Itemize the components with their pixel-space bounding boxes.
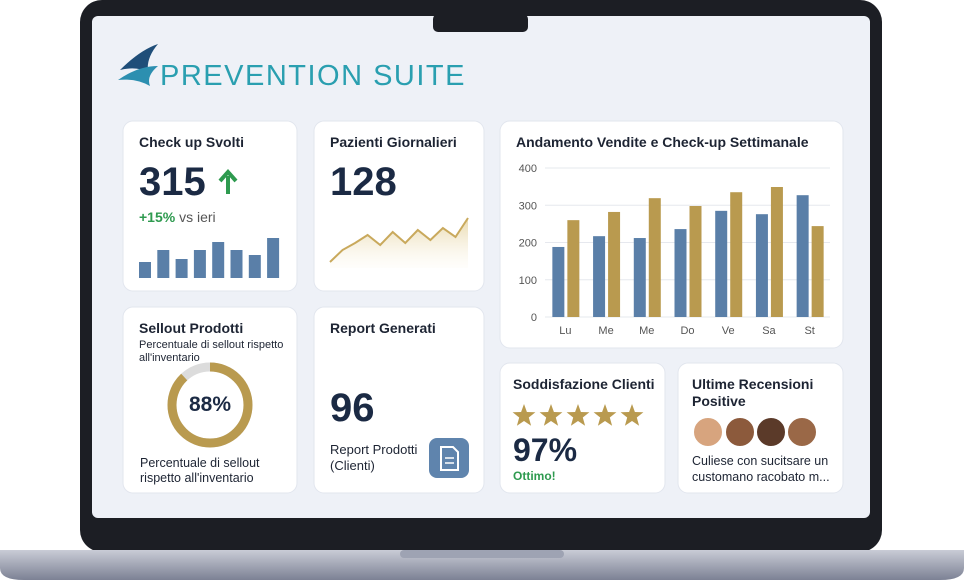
- base-notch: [400, 550, 564, 558]
- card-title: Report Generati: [330, 320, 436, 336]
- bar: [633, 238, 646, 317]
- kpi-label: Report Prodotti (Clienti): [330, 442, 418, 473]
- laptop-base: [0, 550, 964, 580]
- card-footer: Percentuale di sellout rispetto all'inve…: [140, 456, 260, 485]
- mini-bar: [157, 250, 170, 278]
- mini-bar: [175, 259, 188, 278]
- y-tick-label: 0: [531, 312, 537, 324]
- bar: [770, 186, 783, 317]
- card-title: Soddisfazione Clienti: [513, 376, 655, 392]
- star: [512, 404, 536, 426]
- bar: [674, 229, 687, 317]
- x-tick-label: St: [804, 325, 814, 337]
- mini-bar: [230, 250, 243, 278]
- change: +15% vs ieri: [139, 209, 216, 225]
- card-title: Pazienti Giornalieri: [330, 134, 457, 150]
- brand: PREVENTION SUITE: [160, 60, 466, 92]
- card-title: Ultime Recensioni Positive: [692, 376, 814, 409]
- bar: [755, 214, 768, 317]
- bar: [796, 195, 809, 317]
- bar: [567, 220, 580, 317]
- x-tick-label: Ve: [722, 325, 735, 337]
- chart-title: Andamento Vendite e Check-up Settimanale: [516, 134, 809, 150]
- x-tick-label: Do: [680, 325, 694, 337]
- bar: [715, 210, 728, 317]
- kpi-value: 96: [330, 386, 375, 430]
- card-subtitle: Percentuale di sellout rispetto all'inve…: [139, 339, 284, 364]
- star: [593, 404, 617, 426]
- sparkline-area: [330, 218, 468, 268]
- mini-bar: [248, 255, 261, 278]
- mini-bar: [212, 242, 225, 278]
- bar: [648, 198, 661, 317]
- notch: [433, 14, 528, 32]
- kpi-value: 97%: [513, 432, 578, 468]
- change-value: +15%: [139, 209, 176, 225]
- bar: [593, 236, 606, 317]
- sparkline: [329, 217, 469, 263]
- bar: [730, 192, 743, 317]
- y-tick-label: 400: [519, 163, 537, 175]
- mini-bar: [267, 238, 280, 278]
- donut-arc: [167, 362, 253, 448]
- bar: [811, 226, 824, 317]
- change-note: vs ieri: [179, 209, 216, 225]
- x-tick-label: Me: [598, 325, 613, 337]
- y-tick-label: 200: [519, 238, 537, 250]
- up-arrow: [218, 168, 238, 194]
- bar: [689, 205, 702, 317]
- x-tick-label: Lu: [559, 325, 571, 337]
- y-tick-label: 300: [519, 200, 537, 212]
- star: [539, 404, 563, 426]
- bar: [608, 211, 621, 317]
- report-icon: [429, 438, 469, 478]
- donut-label: 88%: [188, 393, 232, 416]
- x-tick-label: Sa: [762, 325, 776, 337]
- kpi-value: 128: [330, 160, 397, 204]
- kpi-value: 315: [139, 160, 206, 204]
- avatars: [692, 416, 818, 448]
- y-tick-label: 100: [519, 275, 537, 287]
- x-tick-label: Me: [639, 325, 654, 337]
- mini-bar: [139, 262, 151, 278]
- logo-icon: [118, 44, 158, 86]
- review-text: Culiese con sucitsare un customano racob…: [692, 454, 830, 484]
- kpi-note: Ottimo!: [513, 469, 556, 483]
- mini-bar: [193, 250, 206, 278]
- card-title: Sellout Prodotti: [139, 320, 244, 336]
- star: [620, 404, 644, 426]
- star: [566, 404, 590, 426]
- bar: [552, 246, 565, 317]
- card-title: Check up Svolti: [139, 134, 245, 150]
